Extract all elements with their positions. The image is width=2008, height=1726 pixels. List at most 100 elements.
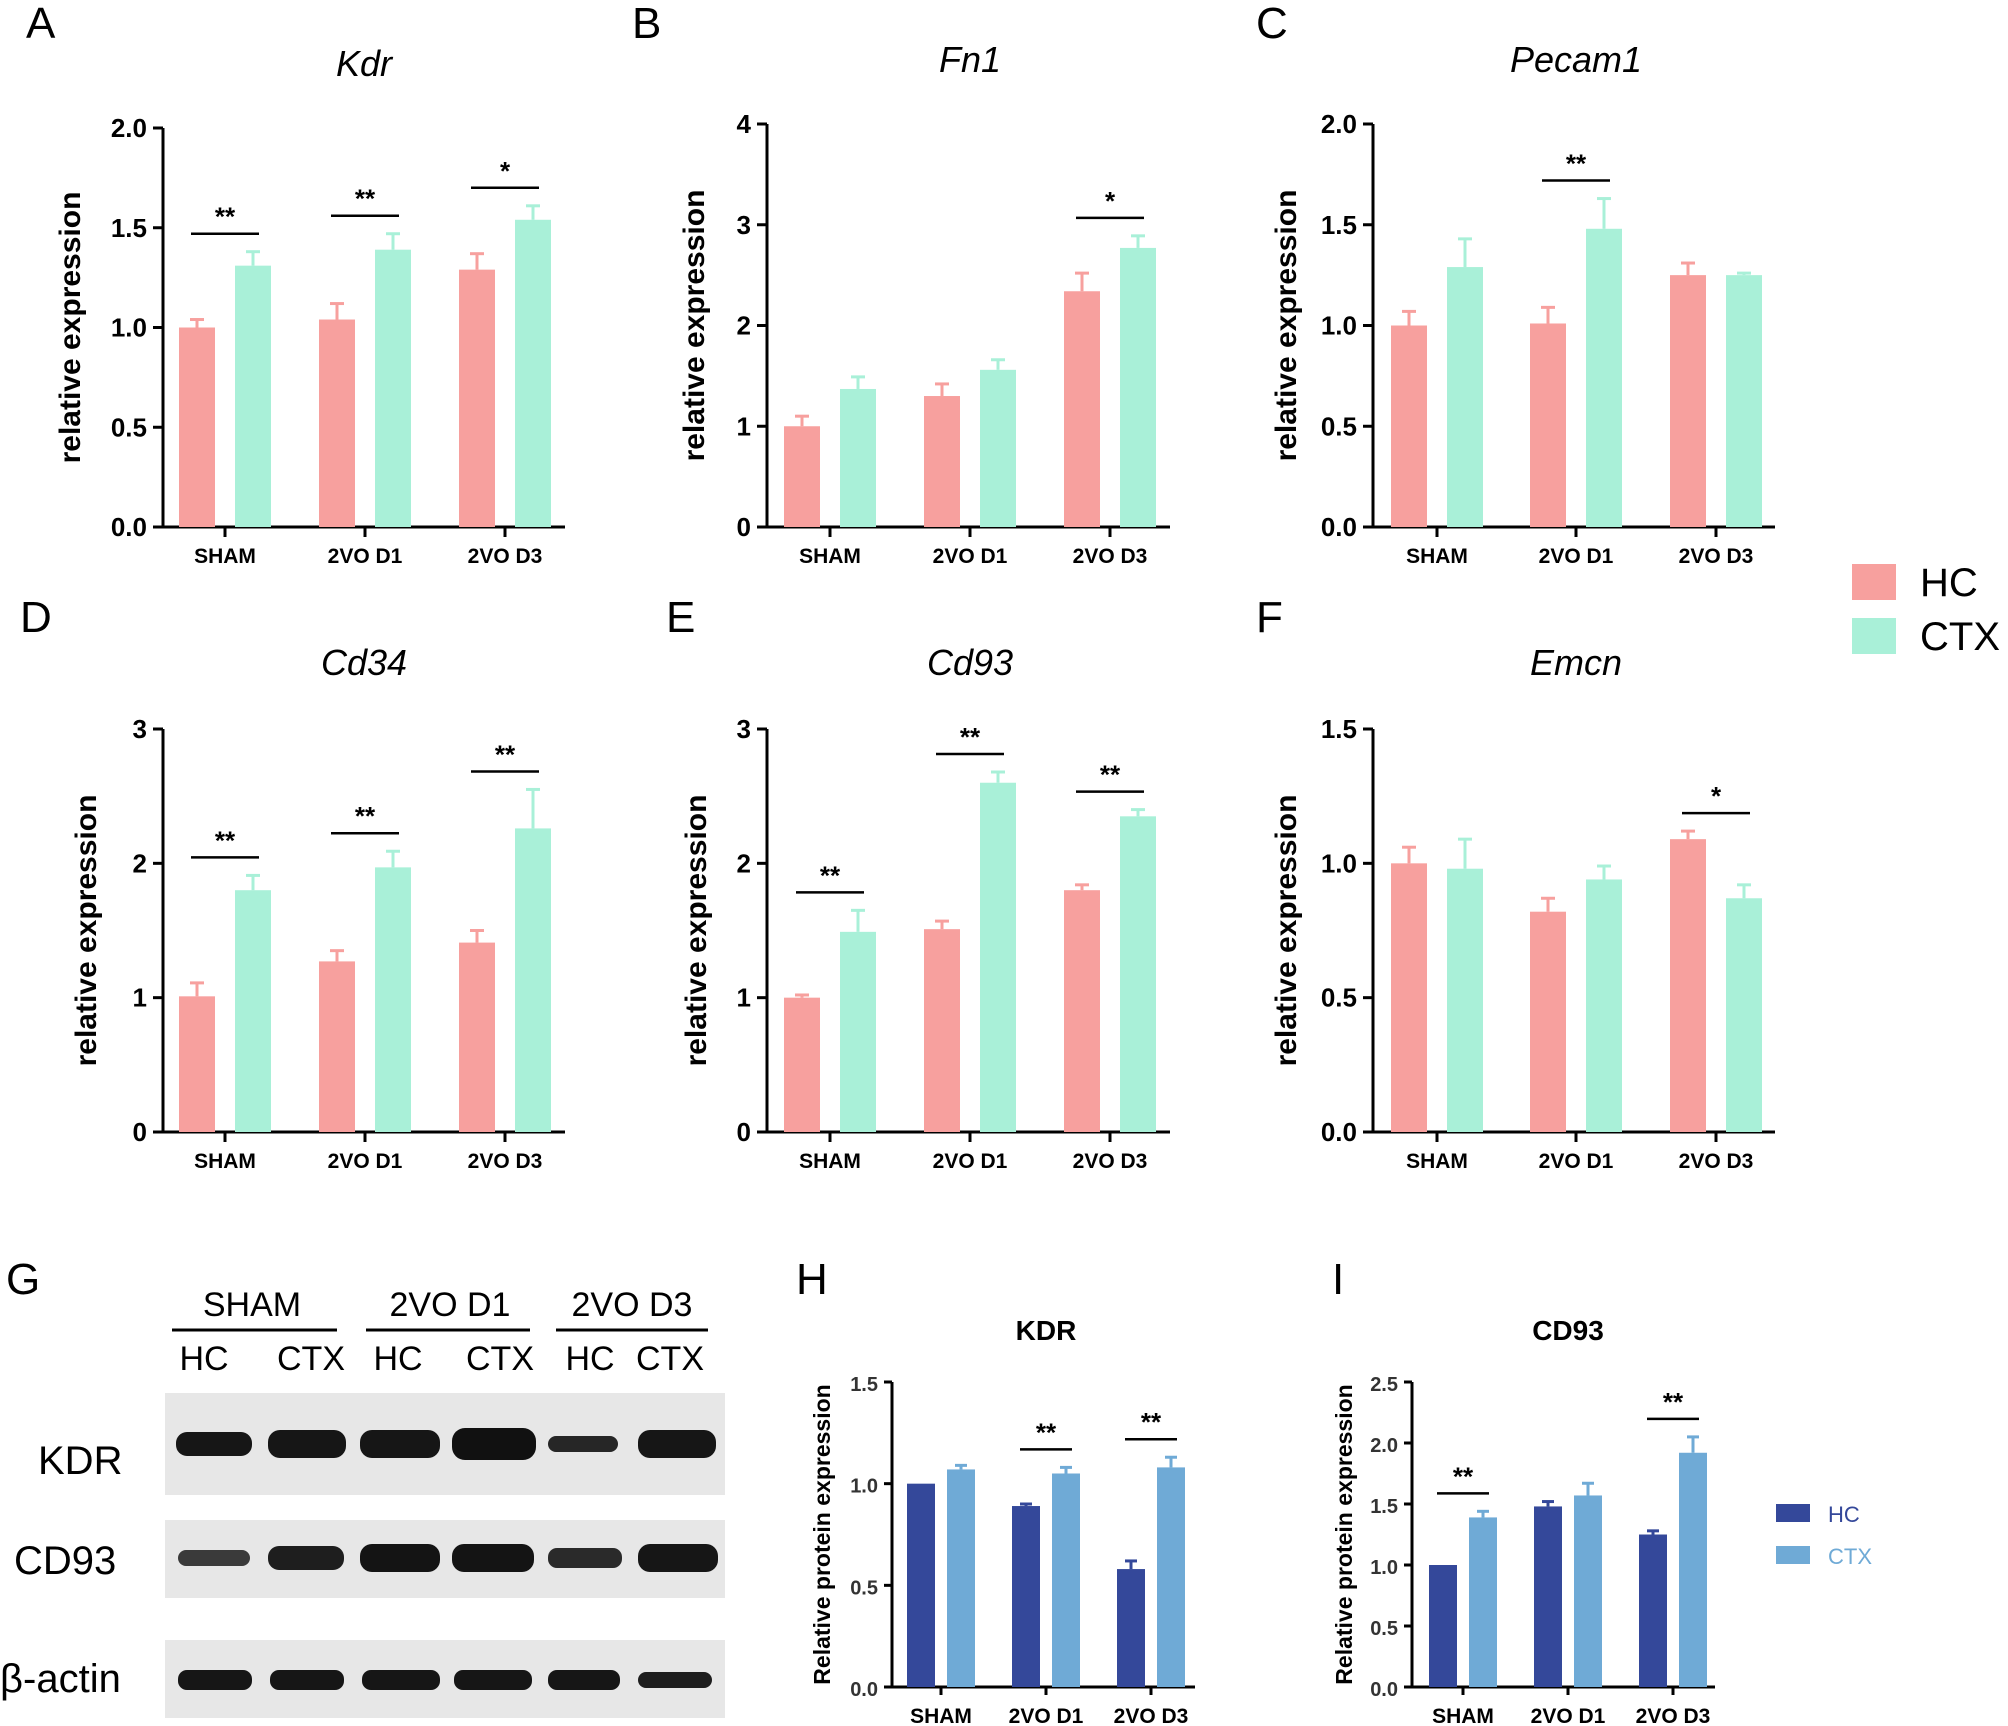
- x-tick-label-e: 2VO D1: [933, 1150, 1008, 1173]
- bar-c-hc-3: [1670, 275, 1706, 527]
- bar-d-hc-3: [459, 942, 495, 1132]
- bar-e-hc-1: [784, 997, 820, 1132]
- blot-band-actin-2: [270, 1670, 344, 1690]
- y-tick-label-a: 0.5: [111, 412, 147, 442]
- x-tick-label-i: SHAM: [1432, 1705, 1494, 1726]
- y-tick-label-b: 0: [737, 512, 751, 542]
- bar-i-ctx-3: [1679, 1452, 1707, 1687]
- bar-f-ctx-3: [1726, 898, 1762, 1132]
- chart-title-d: Cd34: [321, 642, 407, 683]
- blot-lane-6: CTX: [636, 1340, 704, 1378]
- blot-lane-2: CTX: [277, 1340, 345, 1378]
- y-tick-label-i: 0.0: [1370, 1679, 1398, 1701]
- blot-band-cd93-5: [548, 1548, 622, 1568]
- y-axis-label-b: relative expression: [678, 190, 711, 462]
- significance-label-a: **: [215, 202, 236, 232]
- blot-band-kdr-3: [360, 1430, 440, 1458]
- y-axis-label-c: relative expression: [1270, 190, 1303, 462]
- bar-a-ctx-1: [235, 265, 271, 527]
- x-tick-label-h: 2VO D3: [1114, 1705, 1189, 1726]
- bar-b-ctx-3: [1120, 247, 1156, 528]
- y-tick-label-a: 1.0: [111, 313, 147, 343]
- blot-band-cd93-6: [638, 1544, 718, 1572]
- x-tick-label-c: 2VO D1: [1539, 545, 1614, 568]
- bar-h-ctx-2: [1052, 1473, 1080, 1687]
- bar-f-hc-1: [1391, 863, 1427, 1132]
- significance-label-a: **: [355, 184, 376, 214]
- y-axis-label-f: relative expression: [1270, 795, 1303, 1067]
- y-tick-label-h: 1.5: [850, 1374, 878, 1396]
- x-tick-label-a: 2VO D3: [468, 545, 543, 568]
- x-tick-label-f: SHAM: [1406, 1150, 1468, 1173]
- bar-d-ctx-3: [515, 828, 551, 1132]
- blot-band-cd93-1: [178, 1550, 250, 1566]
- bar-e-hc-2: [924, 929, 960, 1132]
- panel-label-e: E: [666, 593, 695, 642]
- panel-label-h: H: [796, 1255, 828, 1304]
- bar-i-hc-3: [1639, 1534, 1667, 1687]
- bar-b-hc-1: [784, 426, 820, 527]
- x-tick-label-c: SHAM: [1406, 545, 1468, 568]
- bar-f-ctx-1: [1447, 868, 1483, 1132]
- y-tick-label-b: 2: [737, 311, 751, 341]
- legend-swatch-hc: [1852, 564, 1896, 600]
- y-tick-label-e: 3: [737, 714, 751, 744]
- y-tick-label-d: 3: [133, 714, 147, 744]
- bar-b-ctx-2: [980, 369, 1016, 527]
- bar-h-hc-2: [1012, 1506, 1040, 1687]
- chart-title-b: Fn1: [939, 39, 1001, 80]
- blot-band-kdr-4: [452, 1428, 536, 1460]
- blot-strip-cd93: [165, 1520, 725, 1598]
- panel-label-c: C: [1256, 0, 1288, 48]
- blot-band-actin-4: [454, 1670, 532, 1690]
- x-tick-label-c: 2VO D3: [1679, 545, 1754, 568]
- y-tick-label-a: 2.0: [111, 113, 147, 143]
- bar-i-hc-2: [1534, 1506, 1562, 1687]
- blot-band-kdr-2: [268, 1430, 346, 1458]
- blot-strip-beta-actin: [165, 1640, 725, 1718]
- significance-label-f: *: [1711, 781, 1722, 811]
- blot-strip-kdr: [165, 1393, 725, 1495]
- y-tick-label-i: 2.0: [1370, 1435, 1398, 1457]
- significance-label-d: **: [355, 801, 376, 831]
- x-tick-label-a: 2VO D1: [328, 545, 403, 568]
- y-tick-label-e: 1: [737, 983, 751, 1013]
- x-tick-label-i: 2VO D1: [1531, 1705, 1606, 1726]
- x-tick-label-h: SHAM: [910, 1705, 972, 1726]
- y-tick-label-h: 1.0: [850, 1476, 878, 1498]
- blot-group-2vo-d3: 2VO D3: [572, 1286, 693, 1324]
- blot-band-actin-1: [178, 1670, 252, 1690]
- x-tick-label-d: 2VO D3: [468, 1150, 543, 1173]
- x-tick-label-b: SHAM: [799, 545, 861, 568]
- blot-band-kdr-5: [548, 1436, 618, 1452]
- y-tick-label-f: 1.5: [1321, 714, 1357, 744]
- significance-label-c: **: [1566, 149, 1587, 179]
- chart-title-i: CD93: [1532, 1315, 1604, 1346]
- bar-c-ctx-2: [1586, 228, 1622, 527]
- bar-b-hc-2: [924, 396, 960, 527]
- y-tick-label-d: 2: [133, 848, 147, 878]
- y-tick-label-i: 2.5: [1370, 1374, 1398, 1396]
- legend-label-protein-hc: HC: [1828, 1502, 1860, 1527]
- y-tick-label-i: 1.5: [1370, 1496, 1398, 1518]
- blot-band-kdr-1: [176, 1432, 252, 1456]
- bar-i-ctx-1: [1469, 1517, 1497, 1687]
- x-tick-label-b: 2VO D1: [933, 545, 1008, 568]
- bar-f-ctx-2: [1586, 879, 1622, 1132]
- significance-label-b: *: [1105, 186, 1116, 216]
- bar-c-hc-2: [1530, 323, 1566, 527]
- significance-label-d: **: [215, 825, 236, 855]
- y-axis-label-h: Relative protein expression: [809, 1384, 835, 1684]
- x-tick-label-e: 2VO D3: [1073, 1150, 1148, 1173]
- blot-lane-4: CTX: [466, 1340, 534, 1378]
- significance-label-e: **: [1100, 760, 1121, 790]
- bar-a-ctx-3: [515, 219, 551, 527]
- bar-f-hc-3: [1670, 839, 1706, 1132]
- legend-label-hc: HC: [1920, 561, 1978, 605]
- panel-label-f: F: [1256, 593, 1283, 642]
- panel-label-i: I: [1332, 1255, 1344, 1304]
- x-tick-label-e: SHAM: [799, 1150, 861, 1173]
- y-tick-label-h: 0.5: [850, 1577, 878, 1599]
- legend-label-protein-ctx: CTX: [1828, 1544, 1872, 1569]
- y-axis-label-e: relative expression: [680, 795, 713, 1067]
